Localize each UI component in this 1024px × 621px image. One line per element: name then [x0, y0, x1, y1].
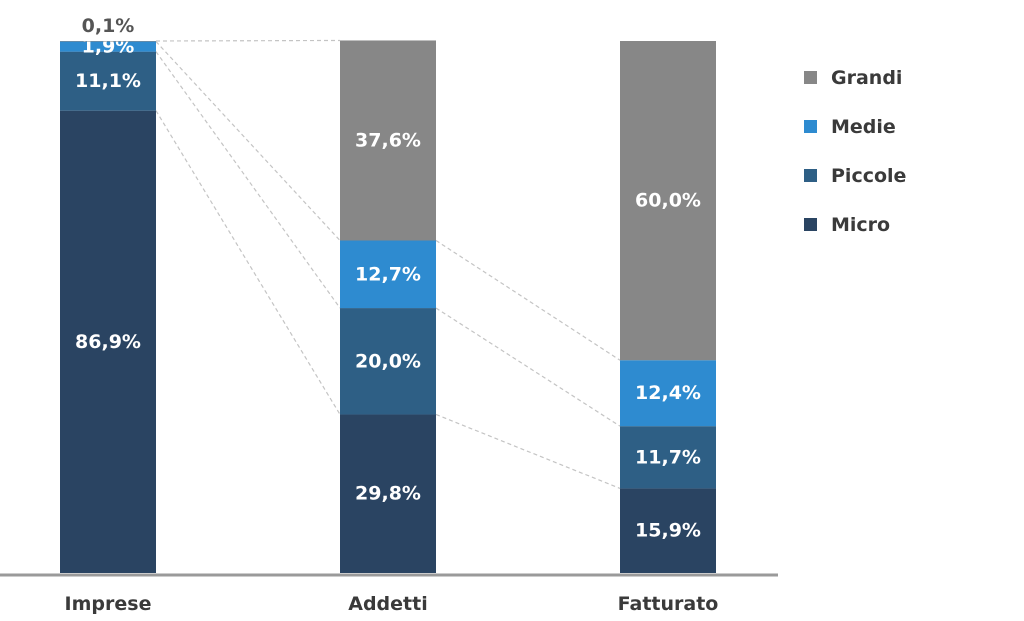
legend-swatch-grandi	[804, 71, 817, 84]
bar-segment-micro-fatturato	[620, 488, 716, 573]
bar-segment-piccole-fatturato	[620, 426, 716, 489]
data-label-medie-fatturato: 12,4%	[635, 382, 701, 404]
data-label-piccole-imprese: 11,1%	[75, 70, 141, 92]
legend-label-grandi: Grandi	[831, 67, 902, 89]
connector-line	[155, 51, 341, 309]
data-label-grandi-imprese: 0,1%	[82, 15, 135, 37]
data-label-grandi-addetti: 37,6%	[355, 129, 421, 151]
bar-segment-medie-fatturato	[620, 360, 716, 427]
data-label-piccole-fatturato: 11,7%	[635, 446, 701, 468]
legend-swatch-medie	[804, 120, 817, 133]
bar-segment-grandi-addetti	[340, 40, 436, 241]
category-label-fatturato: Fatturato	[618, 593, 719, 615]
data-label-grandi-fatturato: 60,0%	[635, 190, 701, 212]
connector-line	[155, 110, 341, 415]
legend-swatch-micro	[804, 218, 817, 231]
data-label-medie-addetti: 12,7%	[355, 263, 421, 285]
bar-segment-medie-addetti	[340, 240, 436, 309]
bar-segment-piccole-imprese	[60, 51, 156, 111]
connector-line	[435, 307, 621, 427]
data-label-piccole-addetti: 20,0%	[355, 350, 421, 372]
connector-line	[155, 39, 341, 42]
bar-segment-medie-imprese	[60, 41, 156, 52]
legend: Grandi Medie Piccole Micro	[804, 67, 906, 236]
data-label-medie-imprese: 1,9%	[82, 36, 135, 58]
data-label-micro-addetti: 29,8%	[355, 483, 421, 505]
category-labels: Imprese Addetti Fatturato	[65, 593, 719, 615]
bars-group: 86,9% 11,1% 1,9%0,1% 29,8% 20,0% 12,7% 37,6% 15…	[60, 15, 716, 573]
category-label-addetti: Addetti	[348, 593, 427, 615]
category-label-imprese: Imprese	[65, 593, 152, 615]
bar-segment-micro-imprese	[60, 110, 156, 573]
connector-line	[435, 413, 621, 489]
legend-label-medie: Medie	[831, 116, 896, 138]
legend-label-piccole: Piccole	[831, 165, 906, 187]
connector-lines	[155, 39, 621, 489]
connector-line	[155, 41, 341, 241]
legend-label-micro: Micro	[831, 214, 890, 236]
data-label-micro-imprese: 86,9%	[75, 331, 141, 353]
bar-segment-grandi-fatturato	[620, 41, 716, 361]
data-label-micro-fatturato: 15,9%	[635, 520, 701, 542]
legend-swatch-piccole	[804, 169, 817, 182]
bar-segment-grandi-imprese	[60, 41, 156, 42]
connector-line	[435, 239, 621, 361]
bar-segment-micro-addetti	[340, 414, 436, 573]
bar-segment-piccole-addetti	[340, 308, 436, 415]
